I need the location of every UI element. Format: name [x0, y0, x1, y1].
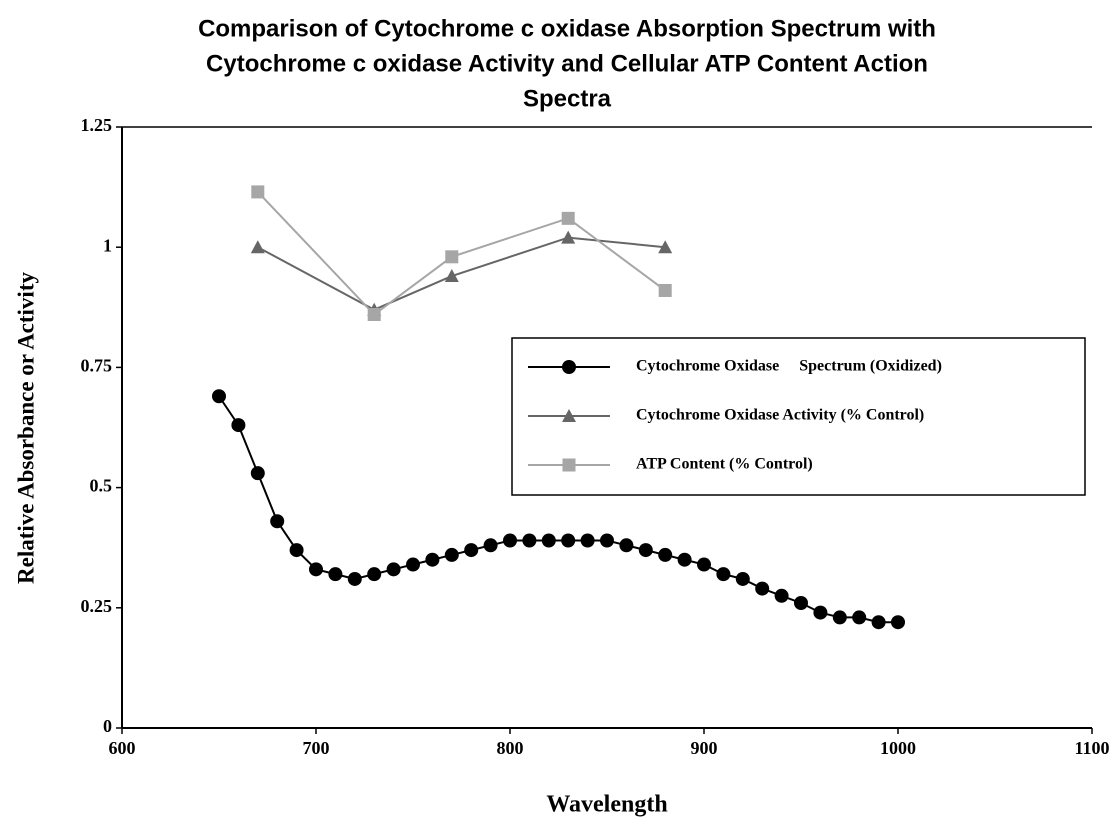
- x-tick-label: 800: [497, 738, 524, 758]
- point: [716, 567, 731, 582]
- point: [735, 571, 750, 586]
- point: [522, 533, 537, 548]
- point: [852, 610, 867, 625]
- point: [250, 466, 265, 481]
- point: [386, 562, 401, 577]
- point: [871, 615, 886, 630]
- point: [832, 610, 847, 625]
- point: [600, 533, 614, 548]
- x-tick-label: 1100: [1074, 738, 1109, 758]
- point: [231, 418, 246, 433]
- legend-label: Cytochrome Oxidase Spectrum (Oxidized): [636, 358, 942, 375]
- point: [658, 547, 673, 562]
- x-tick-label: 1000: [880, 738, 916, 758]
- point: [794, 595, 808, 610]
- point: [444, 269, 459, 283]
- chart-title: Cytochrome c oxidase Activity and Cellul…: [206, 50, 928, 77]
- point: [561, 230, 576, 244]
- point: [212, 389, 226, 404]
- x-tick-label: 700: [303, 738, 330, 758]
- point: [580, 533, 595, 548]
- point: [251, 185, 265, 199]
- y-tick-label: 0.25: [81, 596, 113, 616]
- series-line: [257, 236, 666, 311]
- point: [367, 567, 382, 582]
- point: [347, 571, 362, 586]
- chart-title: Comparison of Cytochrome c oxidase Absor…: [198, 15, 936, 42]
- point: [755, 581, 770, 596]
- point: [503, 533, 517, 548]
- point: [677, 552, 692, 567]
- legend-marker: [562, 409, 576, 422]
- y-axis-label: Relative Absorbance or Activity: [13, 272, 38, 584]
- point: [444, 547, 459, 562]
- y-tick-label: 0.75: [81, 356, 113, 376]
- x-axis-label: Wavelength: [546, 792, 667, 818]
- y-tick-label: 1: [103, 235, 112, 255]
- point: [464, 543, 479, 558]
- point: [658, 240, 673, 254]
- chart-title: Spectra: [523, 85, 612, 112]
- point: [813, 605, 828, 620]
- point: [658, 283, 672, 297]
- point: [541, 533, 556, 548]
- legend-marker: [562, 458, 576, 472]
- point: [309, 562, 323, 577]
- x-tick-label: 900: [691, 738, 718, 758]
- point: [891, 615, 905, 630]
- point: [250, 240, 265, 254]
- point: [774, 588, 789, 603]
- point: [561, 211, 575, 225]
- point: [445, 250, 459, 264]
- x-tick-label: 600: [109, 738, 136, 758]
- point: [483, 538, 498, 553]
- point: [638, 543, 653, 558]
- point: [561, 533, 576, 548]
- point: [697, 557, 711, 572]
- legend-label: Cytochrome Oxidase Activity (% Control): [636, 407, 924, 424]
- series-line: [257, 191, 666, 316]
- point: [406, 557, 420, 572]
- legend-label: ATP Content (% Control): [636, 456, 813, 473]
- point: [367, 308, 381, 322]
- point: [425, 552, 440, 567]
- point: [289, 543, 304, 558]
- legend-marker: [562, 360, 576, 374]
- point: [619, 538, 634, 553]
- y-tick-label: 0.5: [90, 476, 113, 496]
- point: [270, 514, 285, 529]
- y-tick-label: 0: [103, 716, 112, 736]
- point: [328, 567, 343, 582]
- y-tick-label: 1.25: [81, 115, 113, 135]
